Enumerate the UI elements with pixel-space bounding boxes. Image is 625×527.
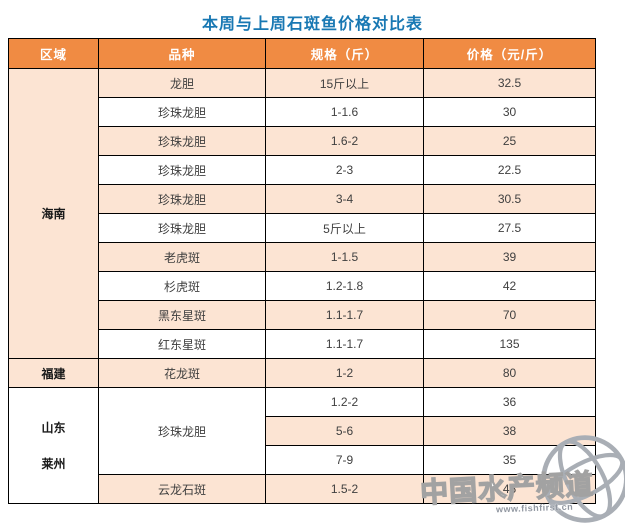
spec-cell: 15斤以上 (265, 68, 424, 98)
variety-cell: 黑东星斑 (98, 300, 266, 330)
variety-cell: 龙胆 (98, 68, 266, 98)
table-row: 珍珠龙胆 1.6-2 25 (9, 126, 596, 156)
variety-cell: 杉虎斑 (98, 271, 266, 301)
price-cell: 70 (423, 300, 596, 330)
column-header-variety: 品种 (98, 38, 266, 69)
column-header-price: 价格（元/斤） (423, 38, 596, 69)
spec-cell: 5-6 (265, 416, 424, 446)
table-header: 区域 品种 规格（斤） 价格（元/斤） (8, 38, 596, 69)
spec-cell: 1.1-1.7 (265, 329, 424, 359)
spec-cell: 1.1-1.7 (265, 300, 424, 330)
price-cell: 39 (423, 242, 596, 272)
table-row: 杉虎斑 1.2-1.8 42 (9, 271, 596, 301)
table-row: 福建 花龙斑 1-2 80 (8, 358, 596, 388)
variety-cell: 红东星斑 (98, 329, 266, 359)
price-table-body: 海南 龙胆 15斤以上 32.5 珍珠龙胆 1-1.6 30 珍珠龙胆 1.6-2 25 珍珠龙胆 2… (8, 68, 596, 504)
variety-cell: 珍珠龙胆 (98, 213, 266, 243)
table-row: 珍珠龙胆 2-3 22.5 (9, 155, 596, 185)
variety-cell: 珍珠龙胆 (98, 387, 266, 475)
variety-cell: 珍珠龙胆 (98, 184, 266, 214)
region-cell: 海南 (8, 68, 99, 359)
variety-cell: 珍珠龙胆 (98, 155, 266, 185)
variety-cell: 云龙石斑 (98, 474, 266, 504)
spec-cell: 1.6-2 (265, 126, 424, 156)
table-row: 珍珠龙胆 5斤以上 27.5 (9, 213, 596, 243)
price-cell: 22.5 (423, 155, 596, 185)
table-row: 海南 龙胆 15斤以上 32.5 (8, 68, 596, 359)
spec-cell: 2-3 (265, 155, 424, 185)
header-row: 区域 品种 规格（斤） 价格（元/斤） (8, 38, 596, 69)
price-cell: 42 (423, 271, 596, 301)
price-cell: 45 (423, 474, 596, 504)
spec-cell: 1.5-2 (265, 474, 424, 504)
spec-cell: 5斤以上 (265, 213, 424, 243)
spec-cell: 1-1.5 (265, 242, 424, 272)
price-cell: 30.5 (423, 184, 596, 214)
table-row: 珍珠龙胆 1-1.6 30 (9, 97, 596, 127)
price-table: 区域 品种 规格（斤） 价格（元/斤） 海南 龙胆 15斤以上 32.5 珍珠龙胆 1-1… (8, 38, 596, 504)
spec-cell: 7-9 (265, 445, 424, 475)
table-row: 红东星斑 1.1-1.7 135 (9, 329, 596, 359)
price-cell: 36 (423, 387, 596, 417)
variety-cell: 老虎斑 (98, 242, 266, 272)
price-cell: 135 (423, 329, 596, 359)
spec-cell: 1-1.6 (265, 97, 424, 127)
column-header-region: 区域 (8, 38, 99, 69)
spec-cell: 3-4 (265, 184, 424, 214)
price-cell: 27.5 (423, 213, 596, 243)
price-cell: 80 (423, 358, 596, 388)
spec-cell: 1.2-2 (265, 387, 424, 417)
table-row: 黑东星斑 1.1-1.7 70 (9, 300, 596, 330)
region-cell: 福建 (8, 358, 99, 388)
page-title: 本周与上周石斑鱼价格对比表 (201, 16, 423, 33)
table-row: 山东 莱州 珍珠龙胆 1.2-2 36 (8, 387, 596, 504)
price-cell: 30 (423, 97, 596, 127)
spec-cell: 1-2 (265, 358, 424, 388)
column-header-spec: 规格（斤） (265, 38, 424, 69)
variety-cell: 珍珠龙胆 (98, 97, 266, 127)
globe-icon (541, 435, 625, 523)
table-row: 珍珠龙胆 3-4 30.5 (9, 184, 596, 214)
variety-cell: 花龙斑 (98, 358, 266, 388)
price-cell: 32.5 (423, 68, 596, 98)
table-row: 云龙石斑 1.5-2 45 (9, 474, 596, 504)
spec-cell: 1.2-1.8 (265, 271, 424, 301)
variety-cell: 珍珠龙胆 (98, 126, 266, 156)
price-cell: 25 (423, 126, 596, 156)
region-cell: 山东 莱州 (8, 387, 99, 504)
